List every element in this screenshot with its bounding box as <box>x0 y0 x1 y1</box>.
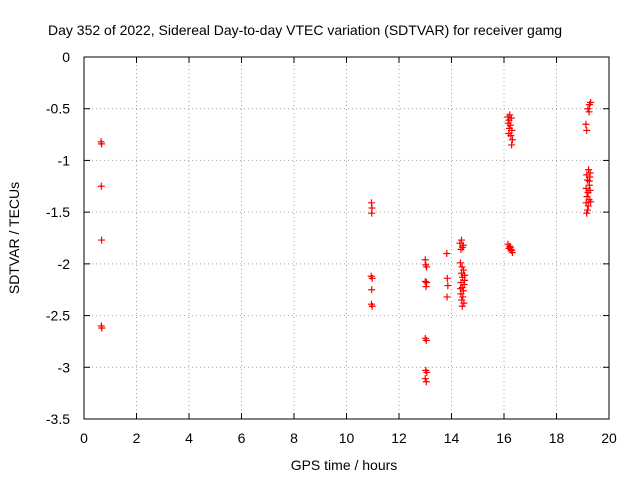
data-point <box>444 282 452 290</box>
data-point <box>587 99 595 107</box>
x-axis-label: GPS time / hours <box>291 457 398 473</box>
data-point <box>507 245 515 253</box>
data-point <box>422 378 430 386</box>
x-tick-label: 12 <box>391 430 407 446</box>
y-tick-label: -1.5 <box>46 204 70 220</box>
data-point <box>583 126 591 134</box>
data-point <box>457 236 465 244</box>
data-point <box>421 277 429 285</box>
data-point <box>508 126 516 134</box>
data-point <box>421 375 429 383</box>
data-point <box>422 336 430 344</box>
data-point <box>423 278 431 286</box>
data-point <box>583 209 591 217</box>
data-point <box>587 198 595 206</box>
y-tick-label: -3 <box>58 359 71 375</box>
data-point <box>583 206 591 214</box>
x-tick-label: 0 <box>80 430 88 446</box>
data-point <box>456 285 464 293</box>
data-point <box>423 368 431 376</box>
data-point <box>586 186 594 194</box>
data-point <box>508 248 516 256</box>
x-tick-label: 20 <box>601 430 617 446</box>
data-point <box>368 209 376 217</box>
data-point <box>443 274 451 282</box>
y-tick-label: 0 <box>62 49 70 65</box>
data-point <box>585 108 593 116</box>
data-point <box>98 140 106 148</box>
data-point <box>97 182 105 190</box>
x-tick-label: 6 <box>238 430 246 446</box>
data-point <box>98 236 106 244</box>
y-tick-label: -3.5 <box>46 411 70 427</box>
data-point <box>582 184 590 192</box>
x-tick-label: 4 <box>185 430 193 446</box>
data-point <box>506 121 514 129</box>
data-point <box>456 259 464 267</box>
x-tick-label: 18 <box>549 430 565 446</box>
data-point <box>582 120 590 128</box>
data-point <box>508 141 516 149</box>
data-point <box>506 111 514 119</box>
data-point <box>368 274 376 282</box>
data-point <box>584 202 592 210</box>
grid-lines <box>84 57 609 419</box>
data-point <box>461 276 469 284</box>
data-points <box>97 99 595 386</box>
axis-ticks: 0 2 4 6 8 10 12 14 16 18 20 0 -0.5 -1 -1.5 -2 -2.5 -3 -3.5 <box>46 49 617 446</box>
data-point <box>458 284 466 292</box>
data-point <box>584 105 592 113</box>
data-point <box>423 263 431 271</box>
data-point <box>585 166 593 174</box>
y-tick-label: -2.5 <box>46 308 70 324</box>
data-point <box>458 263 466 271</box>
data-point <box>368 302 376 310</box>
data-point <box>368 286 376 294</box>
y-tick-label: -1 <box>58 152 71 168</box>
y-tick-label: -2 <box>58 256 71 272</box>
data-point <box>443 293 451 301</box>
data-point <box>459 293 467 301</box>
x-tick-label: 16 <box>496 430 512 446</box>
data-point <box>507 114 515 122</box>
data-point <box>460 299 468 307</box>
data-point <box>98 324 106 332</box>
data-point <box>508 136 516 144</box>
data-point <box>457 245 465 253</box>
y-axis-label: SDTVAR / TECUs <box>6 182 22 294</box>
data-point <box>459 241 467 249</box>
data-point <box>586 173 594 181</box>
y-tick-label: -0.5 <box>46 101 70 117</box>
data-point <box>443 250 451 258</box>
data-point <box>458 302 466 310</box>
x-tick-label: 8 <box>290 430 298 446</box>
data-point <box>507 132 515 140</box>
x-tick-label: 10 <box>339 430 355 446</box>
x-tick-label: 2 <box>133 430 141 446</box>
chart-title: Day 352 of 2022, Sidereal Day-to-day VTE… <box>48 22 562 38</box>
x-tick-label: 14 <box>444 430 460 446</box>
